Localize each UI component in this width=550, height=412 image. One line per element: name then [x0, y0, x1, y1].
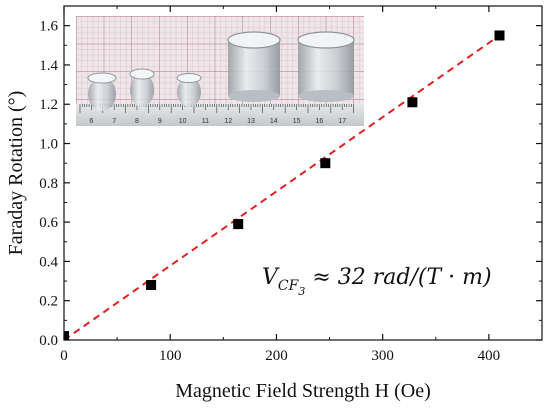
glass-ring-4 — [227, 31, 281, 102]
x-axis-title: Magnetic Field Strength H (Oe) — [175, 380, 431, 402]
series-layer — [64, 30, 505, 340]
y-axis-title: Faraday Rotation (°) — [5, 91, 27, 256]
x-tick-label: 100 — [159, 348, 182, 364]
ruler-label: 10 — [179, 118, 187, 125]
ruler-label: 13 — [247, 118, 255, 125]
ruler-label: 15 — [293, 118, 301, 125]
y-tick-label: 1.6 — [39, 19, 58, 35]
y-tick-label: 1.4 — [39, 58, 58, 74]
y-tick-label: 0.0 — [39, 333, 58, 349]
y-tick-label: 0.4 — [39, 254, 58, 270]
ruler-label: 16 — [316, 118, 324, 125]
ruler-label: 8 — [135, 118, 139, 125]
glass-ring-2 — [129, 68, 155, 107]
x-tick-label: 0 — [60, 348, 68, 364]
y-tick-label: 1.0 — [39, 137, 58, 153]
plot-frame — [63, 5, 543, 341]
ruler-label: 11 — [202, 118, 209, 125]
data-point — [146, 279, 157, 290]
ruler-label: 7 — [112, 118, 116, 125]
y-tick-label: 0.2 — [39, 294, 58, 310]
data-point — [320, 158, 331, 169]
x-tick-label: 400 — [478, 348, 501, 364]
ruler-label: 6 — [89, 118, 93, 125]
data-point — [64, 331, 69, 340]
ruler — [76, 104, 364, 126]
ruler-label: 17 — [338, 118, 346, 125]
linear-fit-line — [64, 34, 501, 340]
inset-photo: 6 7 8 9 10 11 12 13 14 15 16 17 — [76, 16, 364, 126]
ruler-label: 14 — [270, 118, 278, 125]
y-tick-label: 0.6 — [39, 215, 58, 231]
y-tick-label: 0.8 — [39, 176, 58, 192]
glass-ring-1 — [87, 72, 117, 111]
verdet-annotation: VCF3 ≈ 32 rad/(T · m) — [262, 265, 492, 298]
ruler-label: 12 — [224, 118, 232, 125]
glass-ring-3 — [176, 73, 202, 107]
y-tick-label: 1.2 — [39, 97, 58, 113]
ruler-label: 9 — [158, 118, 162, 125]
x-tick-label: 200 — [265, 348, 288, 364]
x-tick-label: 300 — [371, 348, 394, 364]
data-point — [407, 97, 418, 108]
data-point — [494, 30, 505, 41]
tick-labels: 0 100 200 300 400 0.0 0.2 0.4 0.6 0.8 1.0 1.2 1.4 1.6 — [39, 19, 500, 364]
ruler-labels: 6 7 8 9 10 11 12 13 14 15 16 17 — [89, 118, 346, 125]
ruler-ticks — [79, 104, 354, 113]
glass-ring-5 — [297, 31, 355, 102]
data-point — [233, 219, 244, 230]
